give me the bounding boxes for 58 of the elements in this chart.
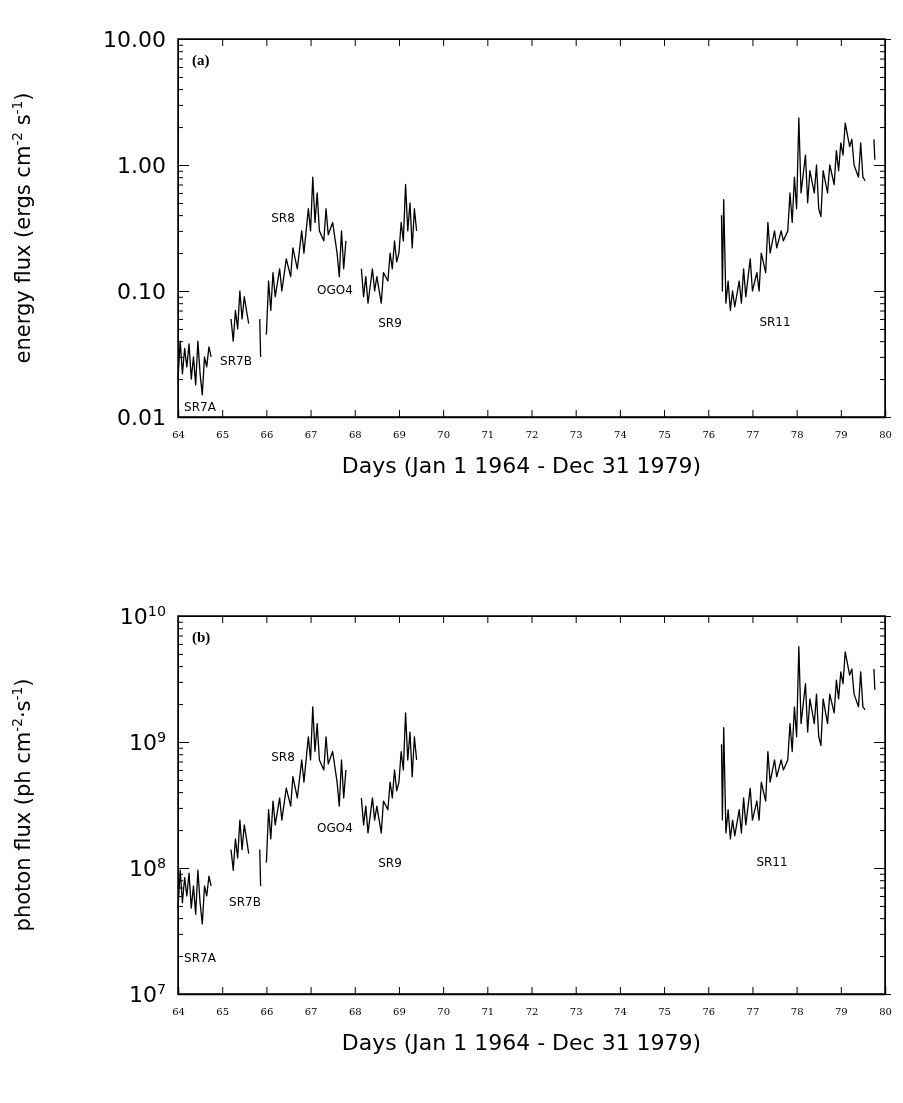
y-tick-label: 10$^{9}$ — [128, 728, 166, 755]
x-tick-label: 76 — [702, 429, 716, 441]
annotation: SR9 — [378, 316, 402, 331]
y-tick-label: 10.00 — [103, 26, 166, 52]
annotation: SR7B — [229, 895, 261, 910]
x-tick-label: 71 — [481, 1006, 495, 1018]
annotation: SR7B — [220, 354, 252, 369]
x-tick-label: 70 — [437, 1006, 450, 1018]
x-tick-label: 64 — [172, 429, 185, 441]
x-tick-label: 78 — [790, 1006, 804, 1018]
x-axis-title: Days (Jan 1 1964 - Dec 31 1979) — [341, 453, 702, 478]
x-tick-label: 68 — [348, 429, 362, 441]
annotation: OGO4 — [317, 821, 353, 836]
annotation: SR9 — [378, 856, 402, 871]
x-tick-label: 65 — [216, 429, 230, 441]
x-tick-label: 73 — [569, 429, 583, 441]
x-tick-label: 74 — [614, 429, 627, 441]
x-tick-label: 69 — [393, 429, 406, 441]
x-tick-label: 79 — [834, 429, 848, 441]
annotation: SR8 — [271, 211, 295, 226]
x-tick-label: 75 — [658, 429, 671, 441]
x-tick-label: 75 — [658, 1006, 671, 1018]
x-tick-label: 73 — [569, 1006, 583, 1018]
x-tick-label: 65 — [216, 1006, 230, 1018]
x-tick-label: 78 — [790, 429, 804, 441]
x-tick-label: 71 — [481, 429, 495, 441]
annotation: SR7A — [184, 400, 217, 415]
x-tick-label: 77 — [746, 429, 760, 441]
y-tick-label: 0.01 — [117, 404, 166, 430]
annotation: SR11 — [759, 315, 791, 330]
x-tick-label: 68 — [348, 1006, 362, 1018]
x-tick-label: 64 — [172, 1006, 185, 1018]
x-tick-label: 67 — [304, 429, 318, 441]
annotation: SR8 — [271, 750, 295, 765]
x-tick-label: 80 — [879, 1006, 892, 1018]
y-tick-label: 1.00 — [117, 152, 166, 178]
x-tick-label: 79 — [834, 1006, 848, 1018]
x-tick-label: 76 — [702, 1006, 716, 1018]
y-tick-label: 10$^{8}$ — [128, 854, 166, 881]
y-tick-label: 10$^{7}$ — [128, 980, 166, 1007]
annotation: SR11 — [756, 855, 788, 870]
x-tick-label: 72 — [525, 1006, 539, 1018]
x-tick-label: 80 — [879, 429, 892, 441]
y-tick-label: 0.10 — [117, 278, 166, 304]
x-axis-title: Days (Jan 1 1964 - Dec 31 1979) — [341, 1030, 702, 1055]
x-tick-label: 72 — [525, 429, 539, 441]
x-tick-label: 66 — [260, 1006, 274, 1018]
annotation: (a) — [192, 52, 210, 69]
annotation: OGO4 — [317, 283, 353, 298]
x-tick-label: 69 — [393, 1006, 406, 1018]
annotation: (b) — [192, 629, 211, 646]
x-tick-label: 70 — [437, 429, 450, 441]
x-tick-label: 66 — [260, 429, 274, 441]
annotation: SR7A — [184, 951, 217, 966]
y-tick-label: 10$^{10}$ — [119, 602, 166, 629]
x-tick-label: 67 — [304, 1006, 318, 1018]
x-tick-label: 77 — [746, 1006, 760, 1018]
x-tick-label: 74 — [614, 1006, 627, 1018]
